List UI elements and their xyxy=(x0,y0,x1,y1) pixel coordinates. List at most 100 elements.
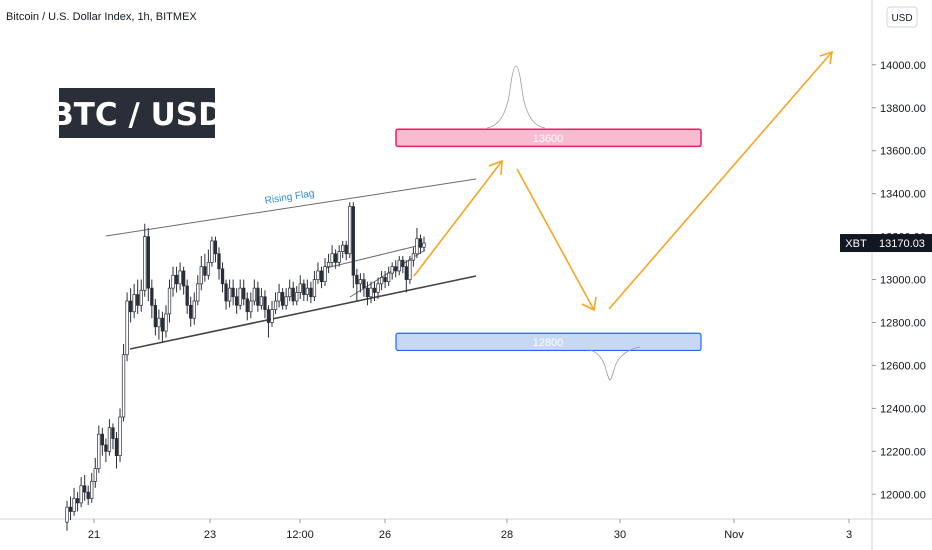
candle[interactable] xyxy=(128,288,133,323)
candle[interactable] xyxy=(277,283,281,308)
candle[interactable] xyxy=(330,245,334,267)
currency-button-label[interactable]: USD xyxy=(891,13,912,24)
candle[interactable] xyxy=(167,279,172,323)
candle[interactable] xyxy=(217,247,221,280)
candle[interactable] xyxy=(213,236,218,263)
candle[interactable] xyxy=(415,228,419,259)
candle[interactable] xyxy=(418,234,423,254)
price-axis[interactable]: 12000.00 12200.00 12400.00 12600.00 12800.00… xyxy=(872,60,926,502)
candle[interactable] xyxy=(114,432,119,469)
projected-path[interactable] xyxy=(413,50,834,312)
candle[interactable] xyxy=(408,255,412,284)
candle[interactable] xyxy=(104,438,108,463)
candle[interactable] xyxy=(189,296,193,327)
candle[interactable] xyxy=(100,427,104,456)
support-zone[interactable]: 12800 xyxy=(395,332,702,352)
path-arrow-down[interactable] xyxy=(516,168,595,311)
candle[interactable] xyxy=(383,270,387,289)
candle[interactable] xyxy=(344,240,348,261)
candle[interactable] xyxy=(242,279,246,306)
candle[interactable] xyxy=(358,273,363,293)
candle[interactable] xyxy=(68,496,73,521)
candle[interactable] xyxy=(348,202,352,259)
candle[interactable] xyxy=(160,311,165,342)
candle[interactable] xyxy=(351,202,355,289)
candle[interactable] xyxy=(270,301,274,327)
currency-button[interactable]: USD xyxy=(886,6,918,28)
candle[interactable] xyxy=(72,487,76,516)
candle[interactable] xyxy=(206,249,211,280)
flag-upper-trendline[interactable] xyxy=(105,178,477,237)
candle[interactable] xyxy=(132,283,136,319)
candle[interactable] xyxy=(238,279,242,310)
candle[interactable] xyxy=(376,277,380,299)
candle[interactable] xyxy=(196,275,200,306)
candle[interactable] xyxy=(397,255,401,276)
candle[interactable] xyxy=(337,245,341,267)
candle[interactable] xyxy=(256,281,260,312)
candle[interactable] xyxy=(298,275,302,299)
resistance-zone[interactable]: 13600 xyxy=(395,128,702,148)
candle[interactable] xyxy=(394,260,398,278)
candle[interactable] xyxy=(302,279,306,302)
candle[interactable] xyxy=(372,281,377,302)
candle[interactable] xyxy=(319,266,324,289)
candle[interactable] xyxy=(291,281,295,306)
candle[interactable] xyxy=(231,279,235,306)
candle[interactable] xyxy=(79,477,83,508)
candle[interactable] xyxy=(295,285,299,306)
candle[interactable] xyxy=(174,266,179,293)
candle[interactable] xyxy=(379,270,384,291)
candle[interactable] xyxy=(365,281,370,306)
candlestick-series[interactable] xyxy=(65,202,426,531)
candle[interactable] xyxy=(157,309,161,340)
support-zone-rect[interactable] xyxy=(395,332,702,352)
candle[interactable] xyxy=(323,258,327,286)
candle[interactable] xyxy=(259,288,264,310)
candle[interactable] xyxy=(65,500,69,531)
candle[interactable] xyxy=(93,457,97,488)
candle[interactable] xyxy=(224,279,228,310)
candle[interactable] xyxy=(75,492,80,512)
candle[interactable] xyxy=(118,408,122,463)
candle[interactable] xyxy=(192,292,196,325)
candle[interactable] xyxy=(86,485,90,506)
path-arrow-up-2[interactable] xyxy=(608,51,833,310)
candle[interactable] xyxy=(305,279,310,302)
candle[interactable] xyxy=(146,228,150,302)
currency-button-bg[interactable] xyxy=(886,6,918,28)
candle[interactable] xyxy=(312,270,317,302)
candle[interactable] xyxy=(181,266,186,295)
candle[interactable] xyxy=(362,273,366,297)
candle[interactable] xyxy=(97,425,101,473)
candle[interactable] xyxy=(390,262,394,280)
candle[interactable] xyxy=(309,281,313,304)
flag-lower-trendline[interactable] xyxy=(129,275,477,350)
candle[interactable] xyxy=(153,298,158,336)
candle[interactable] xyxy=(341,240,345,259)
candle[interactable] xyxy=(210,236,214,267)
candle[interactable] xyxy=(316,262,320,284)
candle[interactable] xyxy=(83,474,87,501)
candle[interactable] xyxy=(90,472,94,503)
candle[interactable] xyxy=(203,253,207,282)
resistance-zone-rect[interactable] xyxy=(395,128,702,148)
candle[interactable] xyxy=(266,305,271,338)
candle[interactable] xyxy=(136,279,140,314)
candle[interactable] xyxy=(107,419,112,456)
mini-flag-upper-line[interactable] xyxy=(325,243,426,269)
candle[interactable] xyxy=(284,288,288,310)
candle[interactable] xyxy=(263,290,267,319)
candle[interactable] xyxy=(220,262,225,293)
candle[interactable] xyxy=(326,253,331,274)
candle[interactable] xyxy=(273,292,278,314)
candle[interactable] xyxy=(171,266,175,297)
candle[interactable] xyxy=(252,279,256,306)
candle[interactable] xyxy=(178,262,182,291)
candle[interactable] xyxy=(121,343,126,422)
candle[interactable] xyxy=(139,279,143,312)
candle[interactable] xyxy=(280,288,285,310)
candle[interactable] xyxy=(387,266,391,286)
candle[interactable] xyxy=(245,292,249,321)
